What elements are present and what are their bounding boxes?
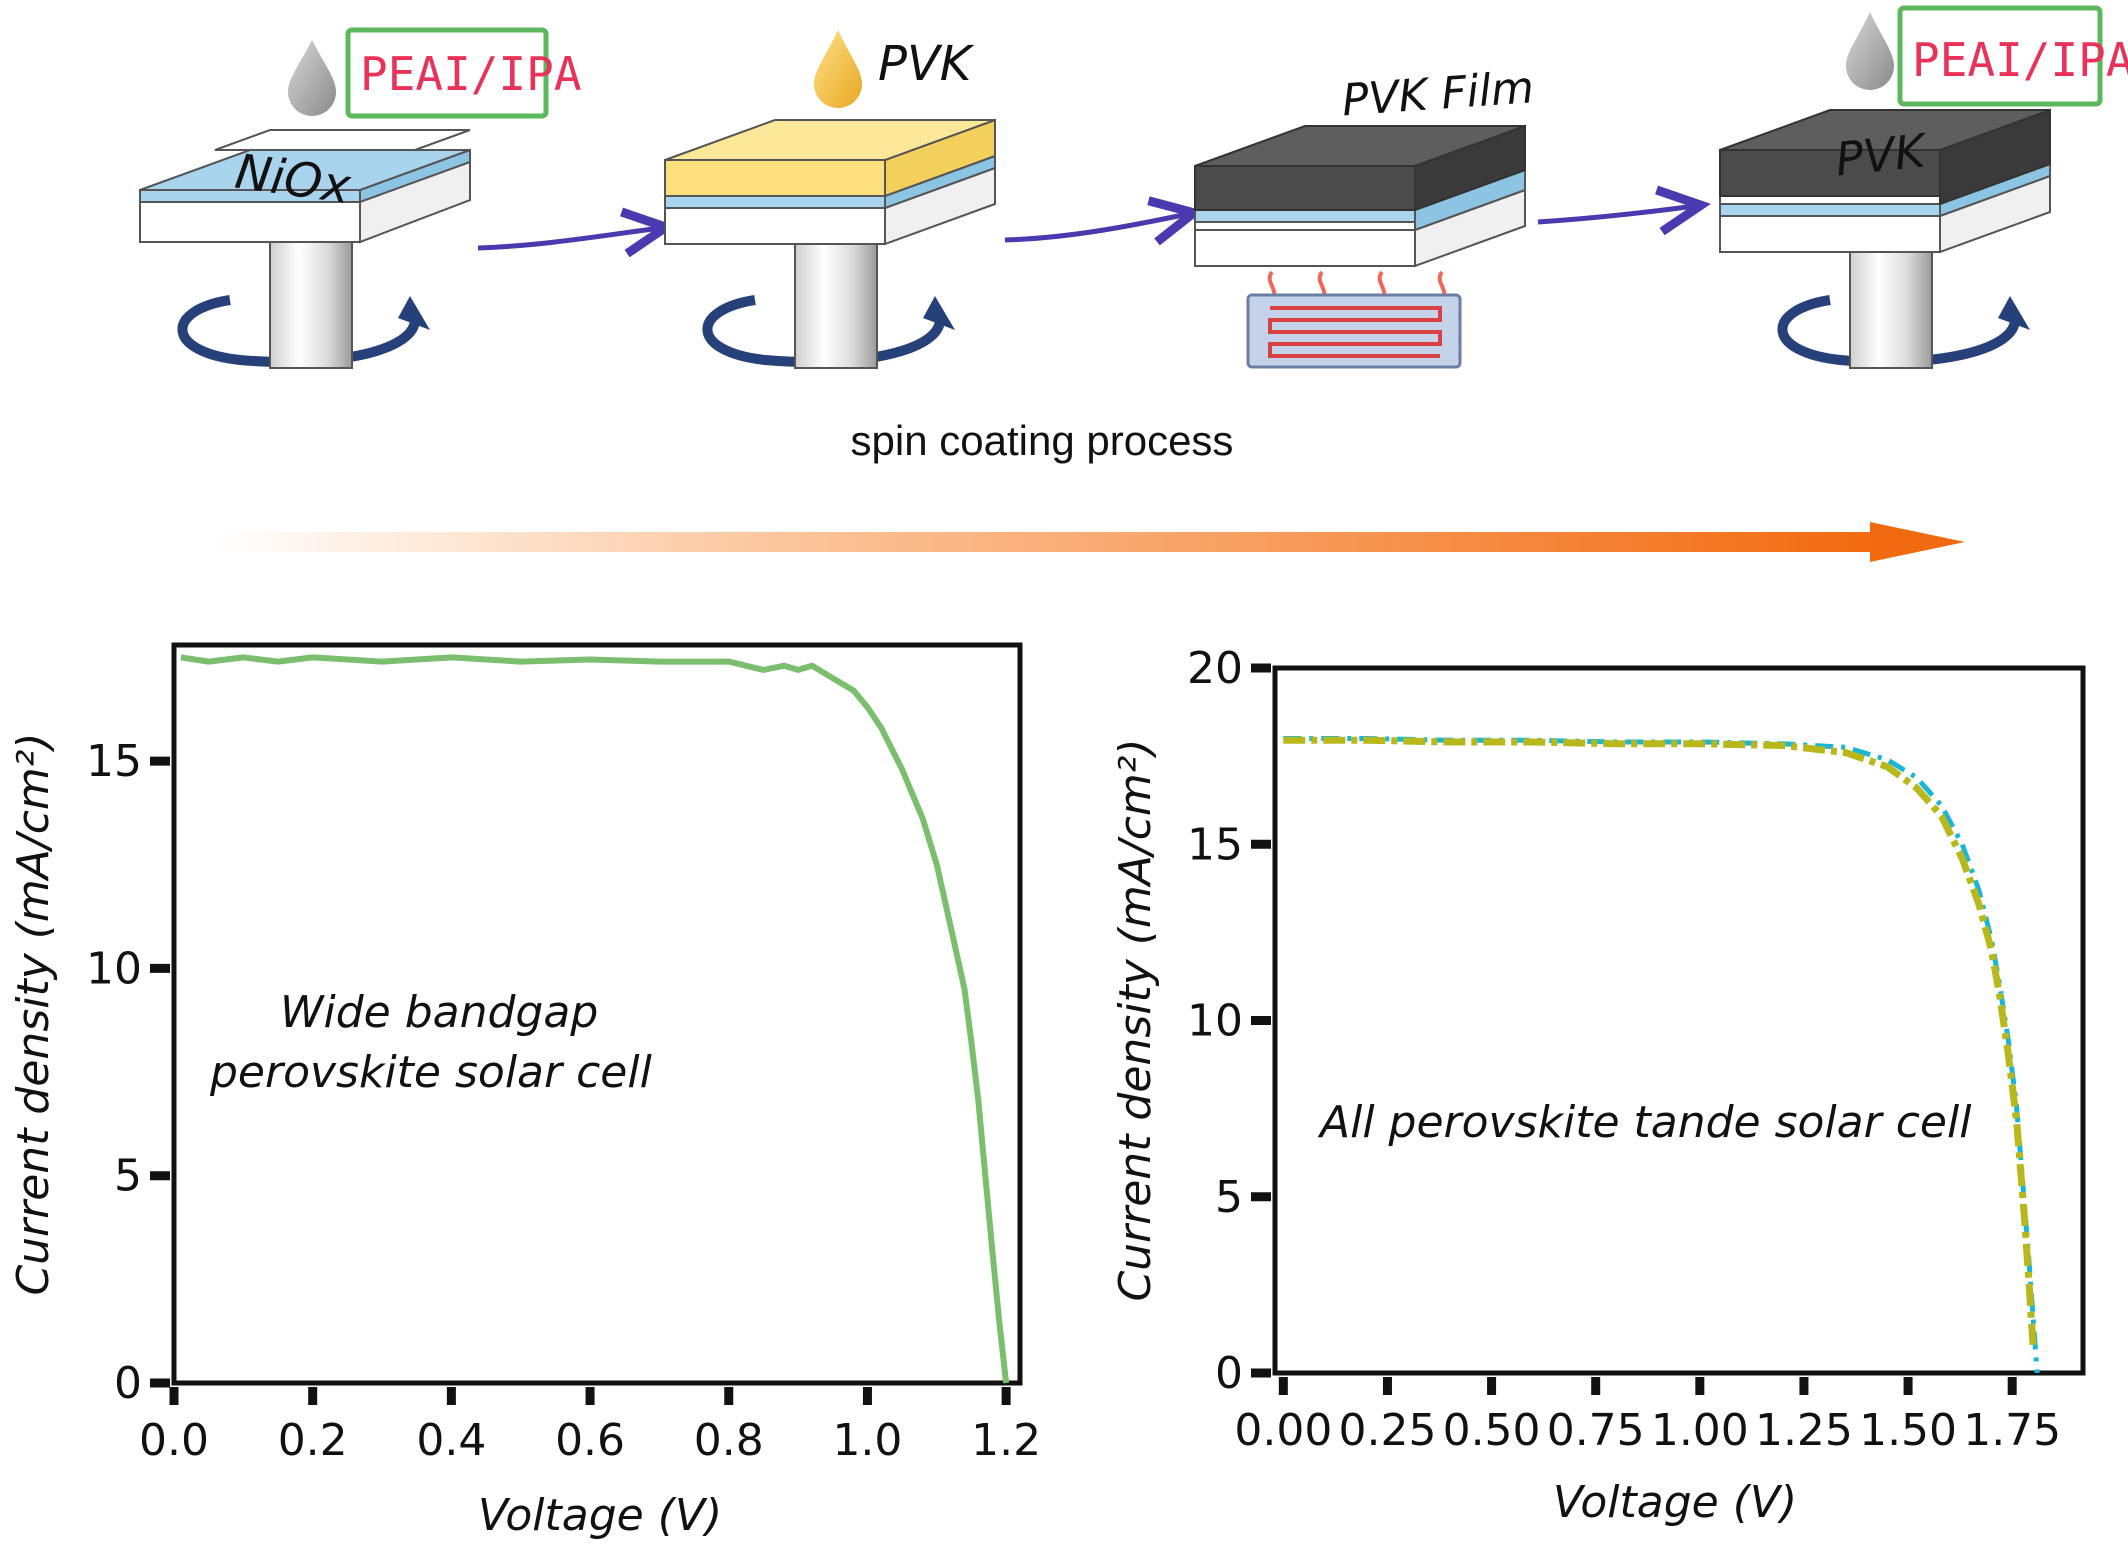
tick-marks xyxy=(1251,663,2017,1395)
y-tick-label: 15 xyxy=(1187,819,1243,870)
y-tick-labels: 0 5 10 15 xyxy=(86,736,142,1409)
chart-wide-bandgap: 0.0 0.2 0.4 0.6 0.8 1.0 1.2 0 5 10 15 Vo… xyxy=(8,642,1041,1541)
substrate-stack xyxy=(1194,124,1526,268)
series-line-tandem-cyan xyxy=(1283,736,2040,1374)
x-axis-title: Voltage (V) xyxy=(478,1490,722,1541)
y-tick-label: 5 xyxy=(114,1151,142,1202)
x-tick-label: 1.50 xyxy=(1859,1405,1957,1456)
chart-tandem: 0.00 0.25 0.50 0.75 1.00 1.25 1.50 1.75 … xyxy=(1110,643,2086,1528)
step-4-label: PEAI/IPA xyxy=(1912,33,2128,87)
y-tick-label: 10 xyxy=(86,943,142,994)
x-tick-labels: 0.0 0.2 0.4 0.6 0.8 1.0 1.2 xyxy=(139,1415,1041,1466)
x-tick-label: 0.00 xyxy=(1234,1405,1332,1456)
y-tick-label: 0 xyxy=(114,1358,142,1409)
x-tick-label: 0.4 xyxy=(416,1415,486,1466)
step-3-label: PVK Film xyxy=(1340,62,1535,126)
spin-pillar xyxy=(794,239,878,369)
gradient-arrow xyxy=(215,522,1965,562)
process-caption: spin coating process xyxy=(851,417,1234,464)
y-tick-label: 15 xyxy=(86,736,142,787)
y-axis-title: Current density (mA/cm²) xyxy=(8,732,59,1295)
process-arrow-1 xyxy=(477,207,676,258)
rotation-arrow xyxy=(1777,295,2030,367)
series-line-wide-bandgap xyxy=(180,654,1010,1384)
x-tick-label: 1.0 xyxy=(832,1415,902,1466)
annotation-line-1: Wide bandgap xyxy=(280,987,598,1038)
step-1-label: PEAI/IPA xyxy=(360,47,582,101)
x-tick-label: 1.2 xyxy=(971,1415,1041,1466)
x-axis-title: Voltage (V) xyxy=(1553,1477,1797,1528)
pvk-film-layer xyxy=(1194,165,1416,211)
annotation-line-2: perovskite solar cell xyxy=(209,1047,653,1098)
rotation-arrow xyxy=(702,295,955,367)
rotation-arrow xyxy=(177,295,430,367)
x-tick-label: 1.00 xyxy=(1651,1405,1749,1456)
spin-coating-diagram: PEAI/IPA NiOx PVK xyxy=(139,5,2128,562)
x-tick-label: 0.50 xyxy=(1443,1405,1541,1456)
step-4-pvk-label: PVK xyxy=(1833,123,1931,186)
step-2-spin-coater: PVK xyxy=(664,30,996,369)
process-arrow-2 xyxy=(1004,196,1204,246)
annotation-line-1: All perovskite tande solar cell xyxy=(1317,1097,1972,1148)
x-tick-labels: 0.00 0.25 0.50 0.75 1.00 1.25 1.50 1.75 xyxy=(1234,1405,2061,1456)
y-tick-labels: 0 5 10 15 20 xyxy=(1187,643,1243,1399)
droplet-grey xyxy=(288,40,336,116)
hotplate xyxy=(1246,293,1462,369)
series-line-tandem-yellow xyxy=(1283,736,2037,1346)
spin-pillar xyxy=(269,239,353,369)
spin-pillar xyxy=(1849,249,1933,369)
droplet-yellow xyxy=(814,30,862,108)
step-3-annealing: PVK Film xyxy=(1194,62,1536,369)
step-2-label: PVK xyxy=(878,36,975,92)
y-tick-label: 10 xyxy=(1187,996,1243,1047)
x-tick-label: 0.0 xyxy=(139,1415,209,1466)
tick-marks xyxy=(150,756,1011,1405)
process-arrow-3 xyxy=(1537,185,1711,236)
x-tick-label: 1.75 xyxy=(1963,1405,2061,1456)
x-tick-label: 1.25 xyxy=(1755,1405,1853,1456)
x-tick-label: 0.75 xyxy=(1547,1405,1645,1456)
x-tick-label: 0.2 xyxy=(278,1415,348,1466)
x-tick-label: 0.6 xyxy=(555,1415,625,1466)
y-tick-label: 0 xyxy=(1215,1348,1243,1399)
label-box-green xyxy=(1897,5,2103,107)
x-tick-label: 0.8 xyxy=(694,1415,764,1466)
droplet-grey xyxy=(1846,12,1894,90)
pvk-top-layer xyxy=(1719,149,1941,197)
substrate-stack xyxy=(664,118,996,246)
substrate-stack xyxy=(139,129,471,244)
pvk-precursor-layer xyxy=(664,159,886,197)
y-axis-title: Current density (mA/cm²) xyxy=(1110,738,1161,1301)
plot-frame xyxy=(171,642,1023,1386)
step-1-spin-coater: PEAI/IPA NiOx xyxy=(139,27,582,369)
y-tick-label: 5 xyxy=(1215,1172,1243,1223)
plot-frame xyxy=(1272,665,2086,1376)
x-tick-label: 0.25 xyxy=(1338,1405,1436,1456)
y-tick-label: 20 xyxy=(1187,643,1243,694)
step-4-spin-coater: PEAI/IPA PVK xyxy=(1719,5,2128,369)
label-box-green xyxy=(345,27,549,119)
substrate-stack xyxy=(1719,108,2051,254)
